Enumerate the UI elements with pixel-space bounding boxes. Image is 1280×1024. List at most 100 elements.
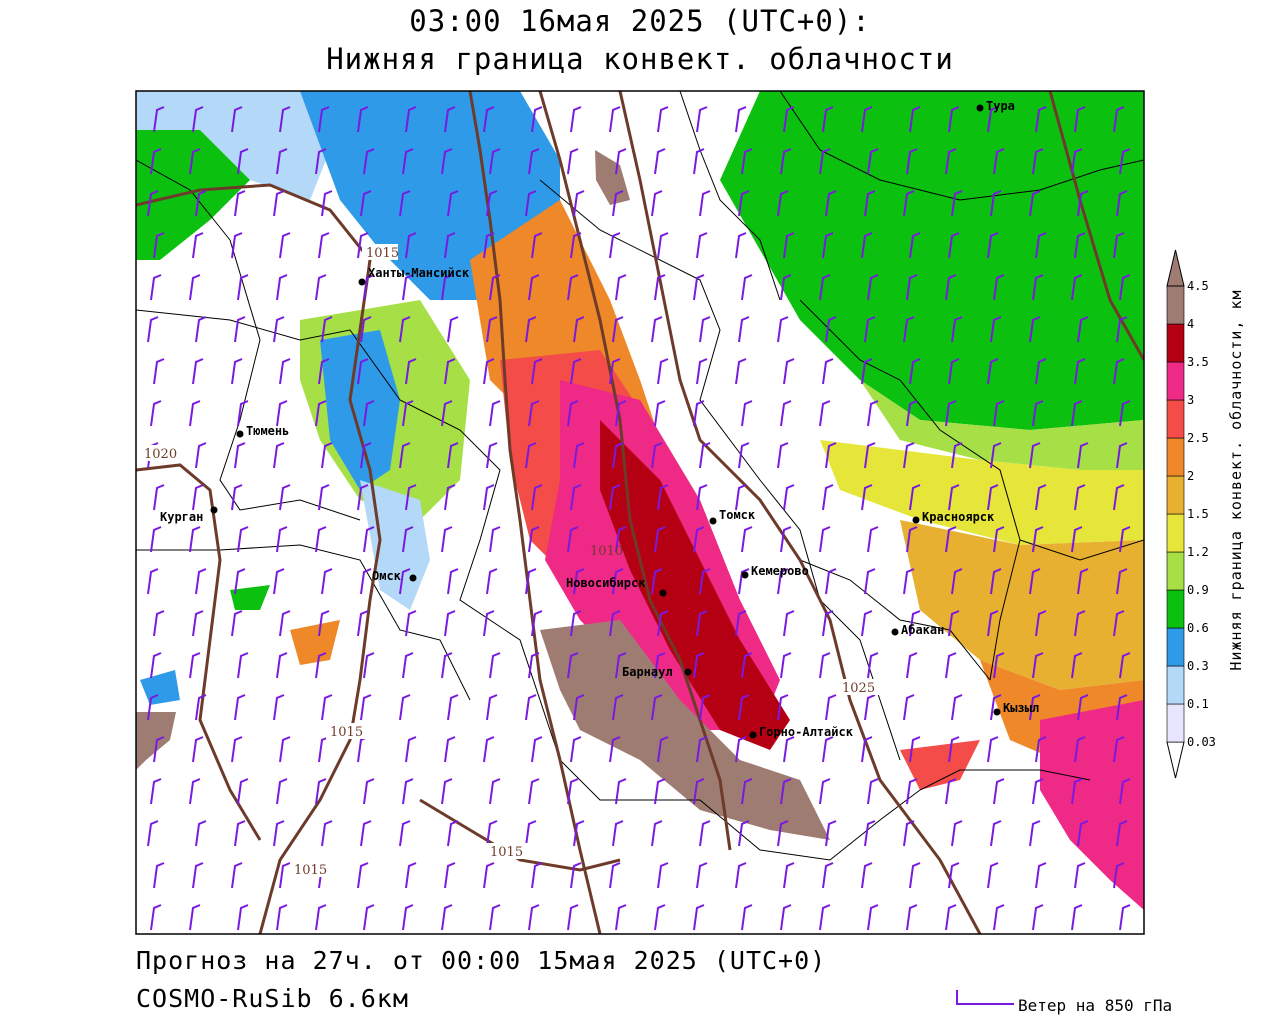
city-dot	[358, 278, 366, 286]
wind-barb	[1116, 568, 1128, 595]
wind-barb	[654, 400, 666, 427]
wind-barb	[903, 316, 915, 343]
wind-barb	[318, 610, 330, 637]
wind-barb	[819, 274, 831, 301]
wind-barb	[528, 778, 540, 805]
wind-barb	[990, 694, 1002, 721]
colorbar-swatch	[1166, 437, 1185, 477]
wind-barb	[909, 862, 921, 889]
wind-barb	[528, 400, 540, 427]
wind-barb	[909, 610, 921, 637]
wind-barb	[189, 904, 201, 931]
wind-barb	[909, 106, 921, 133]
wind-barb	[1074, 106, 1086, 133]
wind-barb	[1071, 274, 1083, 301]
wind-barb	[777, 694, 789, 721]
wind-barb	[321, 568, 333, 595]
wind-barb	[573, 316, 585, 343]
field-blue-west	[320, 330, 400, 490]
wind-barb	[147, 316, 159, 343]
wind-barb	[945, 904, 957, 931]
wind-barb	[189, 526, 201, 553]
wind-barb	[693, 400, 705, 427]
wind-barb	[780, 526, 792, 553]
wind-barb	[945, 274, 957, 301]
wind-barb	[231, 862, 243, 889]
wind-barb	[1032, 400, 1044, 427]
wind-barb	[315, 274, 327, 301]
wind-barb	[699, 442, 711, 469]
wind-barb	[867, 274, 879, 301]
wind-barb	[1071, 400, 1083, 427]
wind-barb	[1077, 442, 1089, 469]
isobars	[136, 91, 1144, 934]
colorbar-swatch	[1166, 513, 1185, 553]
wind-barb	[696, 736, 708, 763]
city-dot	[976, 104, 984, 112]
wind-barb	[1113, 610, 1125, 637]
wind-barb	[570, 862, 582, 889]
wind-barb	[363, 526, 375, 553]
wind-barb	[447, 694, 459, 721]
wind-barb	[987, 736, 999, 763]
colorbar-tick-label: 2	[1187, 469, 1194, 483]
wind-barb	[1032, 904, 1044, 931]
wind-barb	[531, 484, 543, 511]
colorbar-swatch	[1166, 361, 1185, 401]
wind-barb	[609, 358, 621, 385]
wind-barb	[402, 778, 414, 805]
wind-barb	[1032, 148, 1044, 175]
city-label: Кемерово	[751, 564, 809, 578]
wind-barb	[150, 400, 162, 427]
wind-barb	[441, 652, 453, 679]
wind-barb	[402, 652, 414, 679]
wind-barb	[360, 316, 372, 343]
wind-barb	[402, 904, 414, 931]
wind-barb	[1035, 610, 1047, 637]
wind-barb	[612, 442, 624, 469]
wind-barb	[987, 862, 999, 889]
wind-barb	[861, 736, 873, 763]
wind-barb	[1119, 400, 1131, 427]
wind-barb	[483, 736, 495, 763]
wind-barb	[447, 316, 459, 343]
wind-barb	[147, 190, 159, 217]
wind-barb	[864, 568, 876, 595]
wind-barb	[147, 820, 159, 847]
wind-barb	[321, 190, 333, 217]
colorbar-tick-label: 1.5	[1187, 507, 1209, 521]
wind-barb	[444, 358, 456, 385]
wind-barb	[651, 316, 663, 343]
wind-barb	[195, 820, 207, 847]
city-label: Барнаул	[622, 665, 673, 679]
wind-barb	[525, 694, 537, 721]
wind-barb	[654, 148, 666, 175]
wind-barb	[189, 274, 201, 301]
wind-barb	[405, 232, 417, 259]
wind-barb	[273, 820, 285, 847]
wind-barb	[657, 358, 669, 385]
wind-barb	[279, 610, 291, 637]
wind-barb	[822, 358, 834, 385]
city-dot	[709, 517, 717, 525]
wind-barb	[525, 316, 537, 343]
wind-barb	[612, 820, 624, 847]
wind-barb	[741, 778, 753, 805]
wind-barb	[360, 694, 372, 721]
region-border-8	[799, 559, 991, 681]
wind-barb	[777, 568, 789, 595]
wind-barb	[783, 358, 795, 385]
wind-barb	[405, 484, 417, 511]
isobar-label: 1020	[144, 447, 177, 462]
wind-barb	[486, 820, 498, 847]
wind-barb	[696, 232, 708, 259]
wind-barb	[909, 232, 921, 259]
wind-barb	[357, 610, 369, 637]
wind-barb	[444, 736, 456, 763]
city-dot	[891, 628, 899, 636]
wind-barb	[318, 106, 330, 133]
wind-barb	[909, 484, 921, 511]
wind-barb	[357, 106, 369, 133]
wind-barb	[444, 106, 456, 133]
wind-barb	[783, 232, 795, 259]
